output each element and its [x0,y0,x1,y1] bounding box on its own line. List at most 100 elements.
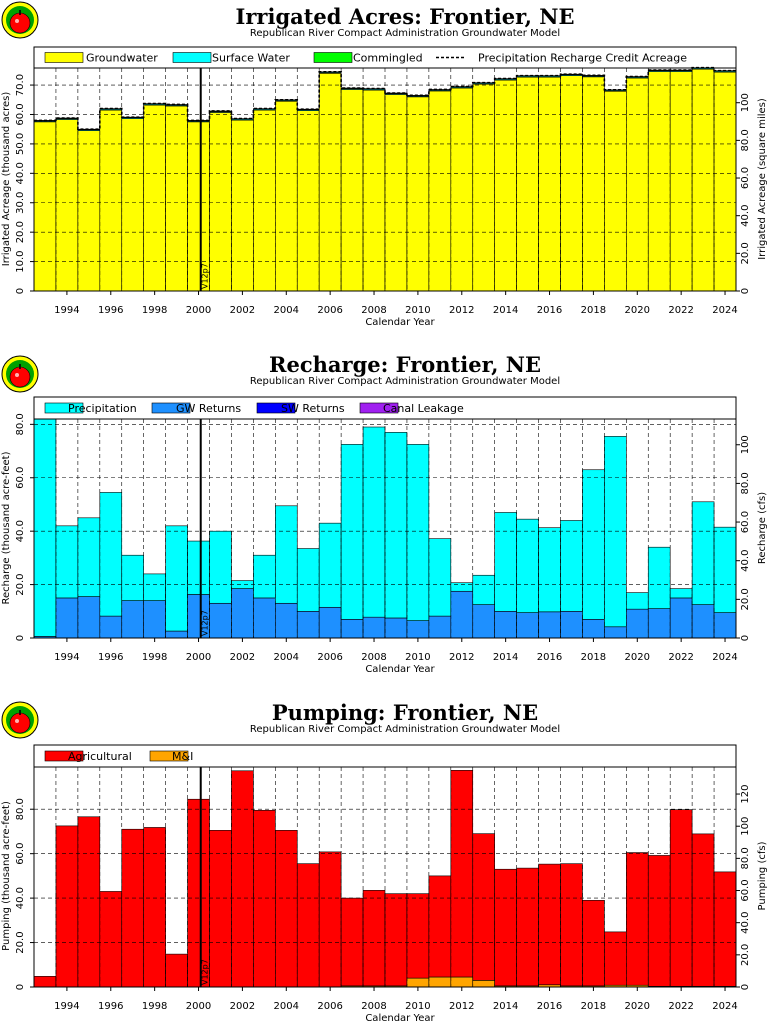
y-tick-label: 60.0 [15,843,26,865]
y2-axis-label: Pumping (cfs) [757,841,768,910]
bar-agricultural [362,890,386,987]
bar-gw-returns [143,600,166,639]
x-tick-label: 2010 [405,305,430,316]
x-tick-label: 2010 [405,1001,430,1012]
bar-agricultural [77,816,101,988]
y2-tick-label: 20.0 [740,944,751,966]
model-version-label: V12p7 [201,263,210,289]
bar-precipitation [165,525,188,632]
y2-tick-label: 100 [740,93,751,112]
x-tick-label: 2004 [274,305,299,316]
legend-swatch [172,52,212,63]
bar-groundwater [33,121,57,292]
bar-gw-returns [626,608,649,639]
bar-agricultural [55,825,79,988]
bar-gw-returns [538,611,561,639]
bar-agricultural [626,852,649,986]
y2-tick-label: 20.0 [740,588,751,610]
bar-groundwater [691,68,715,292]
bar-precipitation [582,469,605,620]
y-tick-label: 80.0 [15,798,26,820]
bar-precipitation [33,418,57,637]
x-tick-label: 1998 [142,652,167,663]
x-tick-label: 2020 [625,1001,650,1012]
model-version-label: V12p7 [201,959,210,985]
bar-agricultural [560,863,583,987]
y-tick-label: 40.0 [15,162,26,184]
x-axis-label: Calendar Year [365,664,435,675]
x-tick-label: 2022 [668,1001,693,1012]
bar-groundwater [582,76,605,292]
apple-logo [1,1,39,39]
bar-agricultural [143,827,166,988]
bar-precipitation [604,436,627,628]
legend-swatch [44,52,84,63]
bar-precipitation [77,517,101,597]
bar-agricultural [340,897,364,987]
bar-agricultural [187,798,210,988]
bar-groundwater [428,90,452,292]
x-tick-label: 2018 [581,305,606,316]
y-tick-label: 50.0 [15,133,26,155]
y-tick-label: 60.0 [15,103,26,125]
bar-precipitation [231,580,254,589]
bar-gw-returns [450,590,474,639]
x-tick-label: 2006 [317,1001,342,1012]
x-tick-label: 2000 [186,1001,211,1012]
bar-gw-returns [253,597,276,639]
x-tick-label: 2012 [449,305,474,316]
x-tick-label: 2012 [449,652,474,663]
legend-label: GW Returns [176,402,241,415]
y-tick-label: 20.0 [15,221,26,243]
bar-groundwater [494,79,517,292]
bar-gw-returns [516,612,539,639]
bar-groundwater [296,110,320,292]
y-axis-label: Pumping (thousand acre-feet) [1,801,12,951]
bar-gw-returns [647,608,671,639]
legend-label: Commingled [353,52,423,65]
bar-gw-returns [494,610,517,639]
x-tick-label: 1996 [98,1001,123,1012]
bar-precipitation [538,527,561,613]
chart-subtitle: Republican River Compact Administration … [250,724,560,735]
x-tick-label: 2020 [625,652,650,663]
y-tick-label: 70.0 [15,74,26,96]
y-tick-label: 0 [15,635,26,641]
y2-tick-label: 80.0 [740,129,751,151]
legend-label: Surface Water [212,52,290,65]
y2-tick-label: 0 [740,288,751,294]
bar-precipitation [121,554,144,601]
x-tick-label: 2006 [317,652,342,663]
chart-subtitle: Republican River Compact Administration … [250,376,560,387]
bar-gw-returns [55,597,79,639]
bar-groundwater [143,104,166,292]
chart-title: Recharge: Frontier, NE [269,352,541,377]
bar-precipitation [296,548,320,612]
x-tick-label: 2004 [274,652,299,663]
chart-subtitle: Republican River Compact Administration … [250,28,560,39]
plot-frame [33,766,737,988]
x-tick-label: 2004 [274,1001,299,1012]
y-axis-label: Recharge (thousand acre-feet) [1,451,12,604]
bar-groundwater [99,109,123,292]
bar-agricultural [582,900,605,987]
x-tick-label: 2000 [186,652,211,663]
bar-precipitation [406,444,430,621]
bar-precipitation [713,526,737,613]
bar-groundwater [516,76,539,292]
bar-agricultural [99,891,123,988]
bar-precipitation [253,554,276,599]
y-axis-label: Irrigated Acreage (thousand acres) [1,92,12,267]
x-tick-label: 1996 [98,305,123,316]
bar-precipitation [362,426,386,618]
bar-groundwater [55,119,79,292]
bar-gw-returns [406,620,430,639]
y-tick-label: 40.0 [15,520,26,542]
legend-label: SW Returns [281,402,345,415]
bar-agricultural [296,863,320,988]
bar-precipitation [560,520,583,612]
bar-gw-returns [275,602,298,639]
bar-agricultural [604,931,627,986]
x-tick-label: 2016 [537,1001,562,1012]
bar-gw-returns [691,604,715,639]
